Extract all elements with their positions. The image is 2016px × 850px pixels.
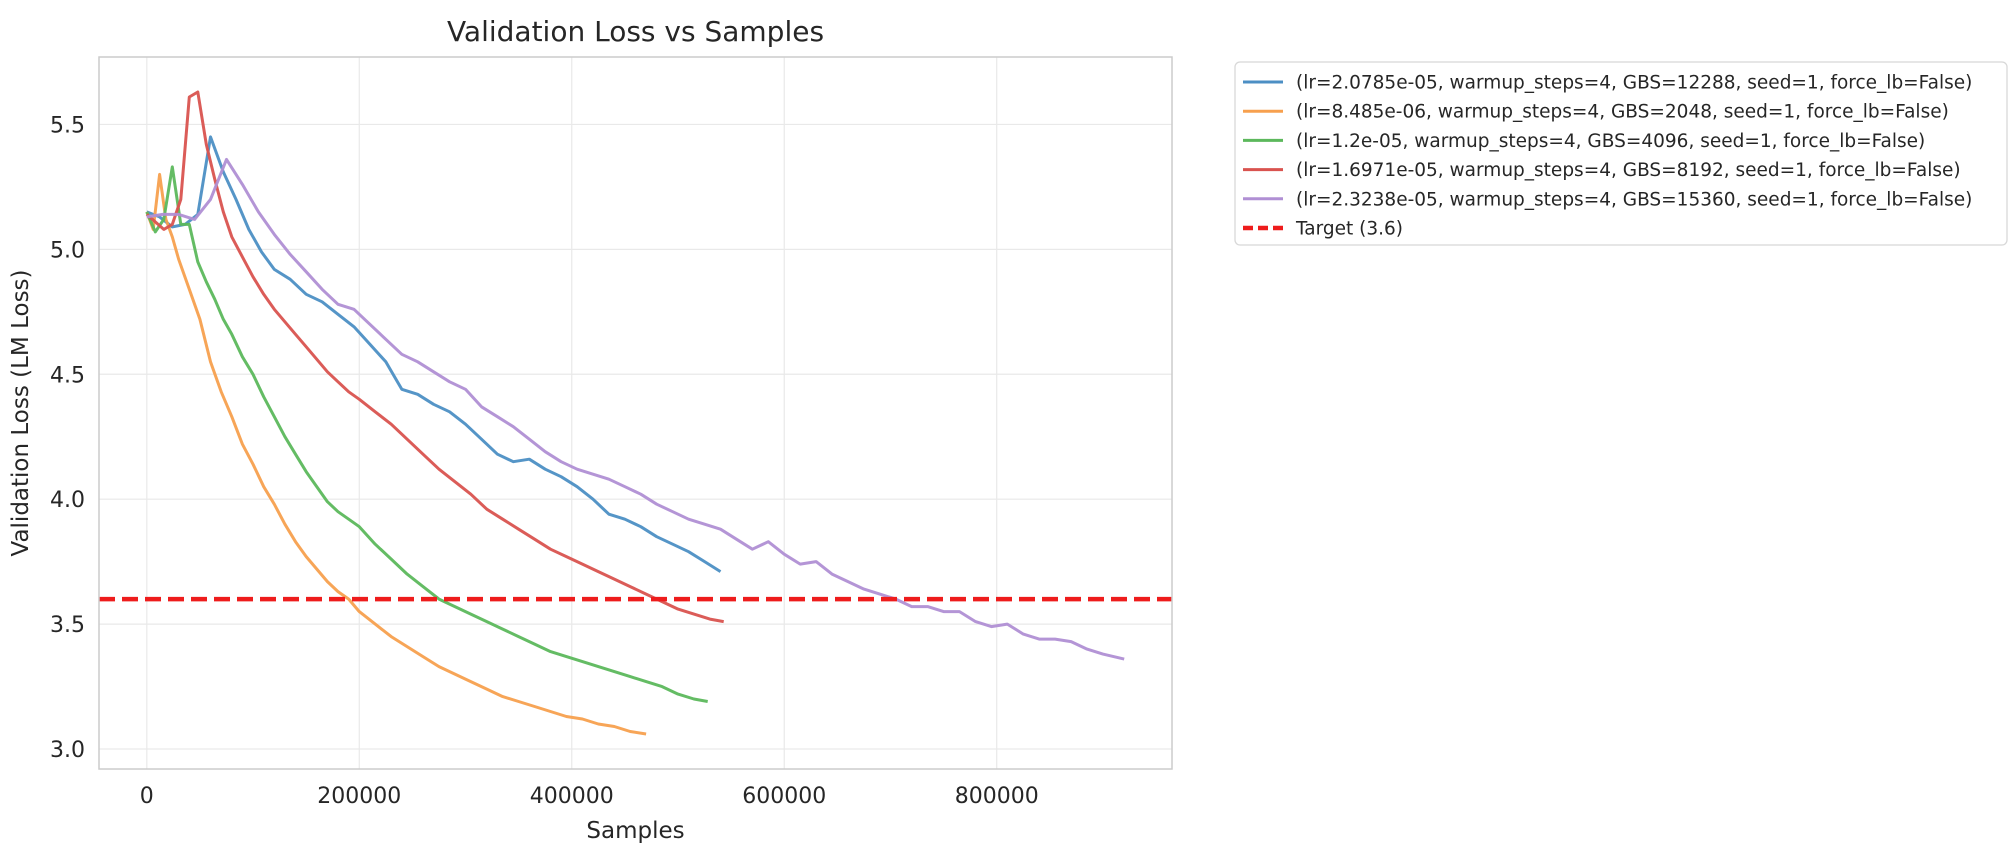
legend-label: (lr=2.0785e-05, warmup_steps=4, GBS=1228… [1296,73,1972,94]
legend-label: Target (3.6) [1295,219,1403,240]
y-tick-label: 4.0 [50,488,85,513]
lines [99,90,1172,736]
ticks: 0 200000 400000 600000 800000 3.0 3.5 4.0 4.5 5.0… [50,113,1039,809]
y-tick-label: 4.5 [50,363,85,388]
x-tick-label: 0 [140,784,154,809]
legend: (lr=2.0785e-05, warmup_steps=4, GBS=1228… [1234,61,2008,246]
grid [99,57,1172,769]
chart-title: Validation Loss vs Samples [447,15,824,48]
x-tick-label: 200000 [317,784,401,809]
series-line-3 [145,165,708,703]
x-tick-label: 600000 [742,784,826,809]
y-tick-label: 3.0 [50,738,85,763]
legend-label: (lr=8.485e-06, warmup_steps=4, GBS=2048,… [1296,102,1949,123]
legend-label: (lr=1.2e-05, warmup_steps=4, GBS=4096, s… [1296,131,1925,152]
series-line-2 [145,172,647,736]
legend-label: (lr=2.3238e-05, warmup_steps=4, GBS=1536… [1296,189,1972,210]
x-axis-label: Samples [586,818,684,844]
plot-frame [98,56,1173,770]
y-tick-label: 5.5 [50,113,85,138]
series-line-5 [146,157,1125,661]
legend-box [1234,61,2008,246]
y-tick-label: 5.0 [50,238,85,263]
y-tick-label: 3.5 [50,613,85,638]
y-axis-label: Validation Loss (LM Loss) [8,269,34,556]
x-tick-label: 400000 [530,784,614,809]
series-line-1 [146,135,722,573]
x-tick-label: 800000 [955,784,1039,809]
legend-label: (lr=1.6971e-05, warmup_steps=4, GBS=8192… [1296,160,1961,181]
series-line-4 [145,90,724,624]
